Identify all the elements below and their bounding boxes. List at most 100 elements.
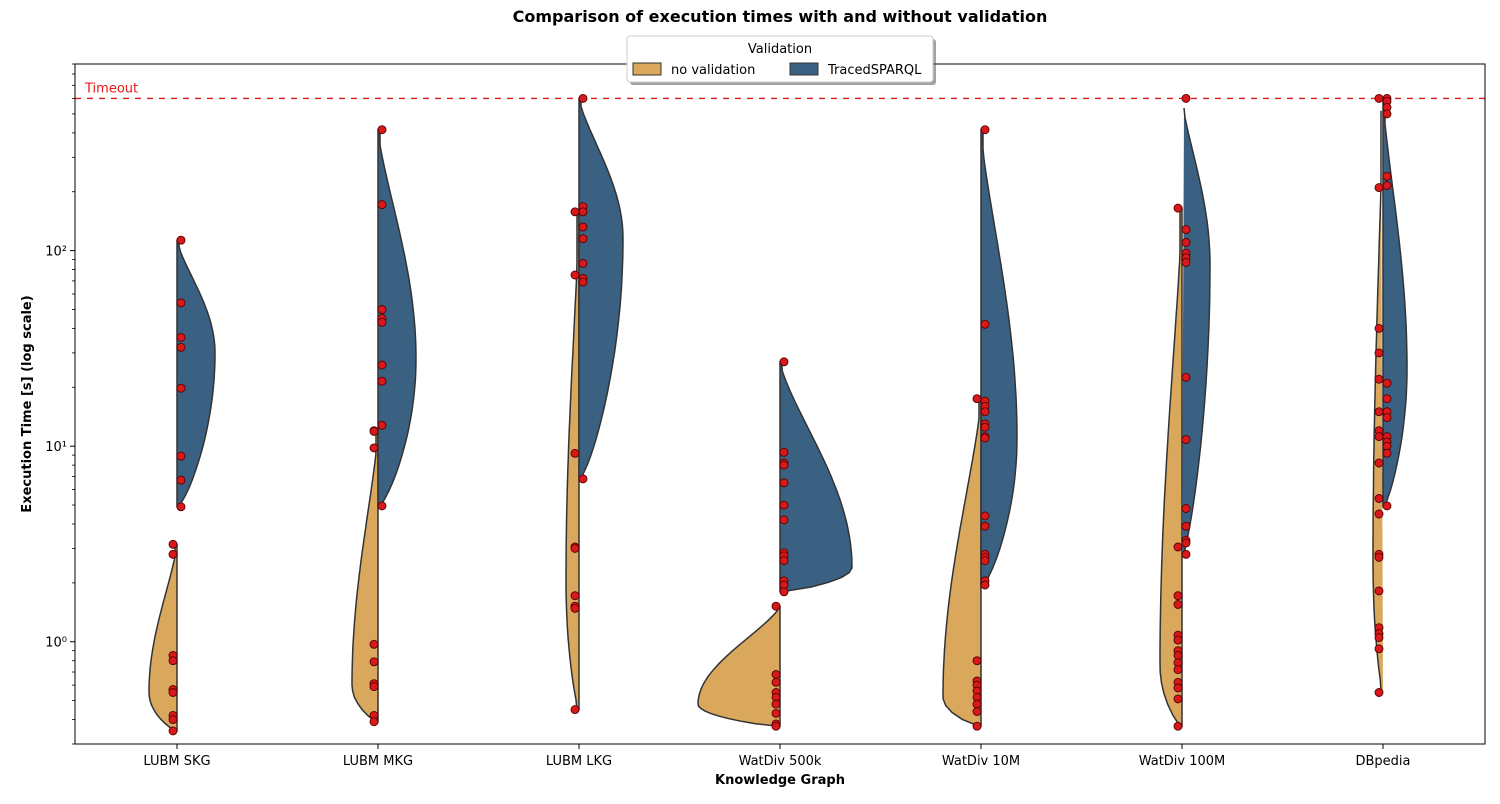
data-point bbox=[1181, 538, 1191, 548]
data-point bbox=[168, 715, 178, 725]
y-axis-label: Execution Time [s] (log scale) bbox=[20, 295, 35, 512]
data-point bbox=[771, 677, 781, 687]
x-tick-label: WatDiv 500k bbox=[739, 754, 822, 769]
data-point bbox=[176, 451, 186, 461]
data-point bbox=[1382, 109, 1392, 119]
legend-label-tracedsparql: TracedSPARQL bbox=[827, 63, 922, 78]
data-point bbox=[578, 474, 588, 484]
data-point bbox=[369, 443, 379, 453]
data-point bbox=[578, 93, 588, 103]
violin-tracedsparql bbox=[578, 97, 624, 480]
data-point bbox=[1181, 504, 1191, 513]
data-point bbox=[377, 360, 387, 370]
y-axis: 10⁰ 10¹ 10² bbox=[45, 63, 75, 745]
data-point bbox=[570, 603, 580, 613]
data-point bbox=[377, 305, 387, 314]
data-point bbox=[1374, 509, 1384, 519]
y-tick-label: 10¹ bbox=[45, 440, 67, 455]
legend-swatch-no-validation bbox=[632, 62, 662, 76]
data-point bbox=[578, 234, 588, 244]
data-point bbox=[779, 460, 789, 470]
data-point bbox=[570, 448, 580, 458]
y-tick-label: 10² bbox=[45, 245, 67, 260]
data-point bbox=[1382, 394, 1392, 404]
data-point bbox=[578, 258, 588, 268]
data-point bbox=[1374, 348, 1384, 358]
data-point bbox=[779, 587, 789, 597]
x-tick-label: DBpedia bbox=[1355, 754, 1410, 769]
data-point bbox=[980, 511, 990, 521]
data-point bbox=[1181, 257, 1191, 267]
data-point bbox=[1181, 435, 1191, 445]
violin-no-validation bbox=[1372, 110, 1383, 694]
data-point bbox=[972, 656, 982, 666]
data-point bbox=[1374, 432, 1384, 442]
violin-tracedsparql bbox=[176, 239, 216, 508]
legend-box bbox=[626, 35, 934, 83]
data-point bbox=[176, 502, 186, 512]
x-tick-label: WatDiv 10M bbox=[942, 754, 1020, 769]
violin-tracedsparql bbox=[980, 128, 1018, 588]
data-point bbox=[972, 721, 982, 731]
data-point bbox=[1374, 586, 1384, 596]
data-point bbox=[176, 342, 186, 352]
x-axis-label: Knowledge Graph bbox=[715, 773, 845, 788]
timeout-label: Timeout bbox=[84, 81, 138, 96]
violin-no-validation bbox=[942, 397, 982, 727]
data-point bbox=[168, 726, 178, 736]
data-point bbox=[1181, 225, 1191, 235]
data-point bbox=[570, 543, 580, 553]
data-point bbox=[369, 717, 379, 727]
data-point bbox=[1374, 644, 1384, 654]
data-point bbox=[578, 207, 588, 217]
data-point bbox=[980, 125, 990, 135]
x-tick-label: LUBM LKG bbox=[546, 754, 612, 769]
data-point bbox=[1382, 181, 1392, 191]
data-point bbox=[779, 357, 789, 367]
data-point bbox=[578, 222, 588, 232]
data-point bbox=[1382, 413, 1392, 423]
data-point bbox=[1374, 323, 1384, 333]
x-tick-label: WatDiv 100M bbox=[1139, 754, 1226, 769]
data-point bbox=[779, 447, 789, 457]
data-point bbox=[1374, 183, 1384, 193]
data-point bbox=[771, 601, 781, 611]
data-point bbox=[1181, 372, 1191, 382]
data-point bbox=[377, 200, 387, 210]
data-point bbox=[1374, 93, 1384, 103]
data-point bbox=[168, 549, 178, 559]
data-point bbox=[1173, 665, 1183, 675]
data-point bbox=[1181, 549, 1191, 559]
data-point bbox=[377, 317, 387, 327]
data-point bbox=[176, 475, 186, 485]
violin-tracedsparql bbox=[1382, 97, 1408, 508]
data-point bbox=[779, 500, 789, 510]
violin-no-validation bbox=[351, 429, 379, 723]
data-point bbox=[176, 235, 186, 245]
data-point bbox=[1374, 688, 1384, 697]
data-point bbox=[1374, 458, 1384, 468]
violin-tracedsparql bbox=[377, 128, 417, 508]
data-point bbox=[1374, 552, 1384, 562]
data-point bbox=[779, 515, 789, 525]
data-point bbox=[980, 521, 990, 531]
violin-tracedsparql bbox=[1182, 107, 1211, 557]
data-point bbox=[1374, 633, 1384, 643]
data-point bbox=[1173, 600, 1183, 609]
data-point bbox=[176, 332, 186, 342]
data-point bbox=[176, 383, 186, 393]
data-point bbox=[771, 670, 781, 679]
data-point bbox=[1374, 374, 1384, 384]
data-point bbox=[771, 721, 781, 731]
data-point bbox=[377, 420, 387, 430]
violin-no-validation bbox=[148, 543, 178, 732]
data-point bbox=[771, 708, 781, 718]
data-point bbox=[779, 556, 789, 566]
legend-label-no-validation: no validation bbox=[671, 63, 755, 78]
data-point bbox=[771, 699, 781, 709]
data-point bbox=[377, 376, 387, 386]
data-point bbox=[570, 705, 580, 715]
violin-no-validation bbox=[697, 605, 781, 727]
